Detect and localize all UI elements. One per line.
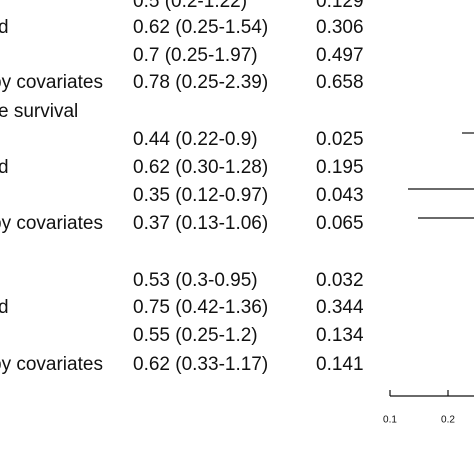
estimate: 0.7 (0.25-1.97) bbox=[133, 45, 258, 66]
estimate: 0.35 (0.12-0.97) bbox=[133, 185, 268, 206]
p-value: 0.658 bbox=[316, 72, 364, 93]
row-label: by covariates bbox=[0, 213, 103, 234]
p-value: 0.344 bbox=[316, 297, 364, 318]
p-value: 0.032 bbox=[316, 270, 364, 291]
estimate: 0.62 (0.25-1.54) bbox=[133, 17, 268, 38]
estimate: 0.5 (0.2-1.22) bbox=[133, 0, 247, 12]
p-value: 0.065 bbox=[316, 213, 364, 234]
row-label: d bbox=[0, 17, 9, 38]
row-label: d bbox=[0, 157, 9, 178]
section-label: e survival bbox=[0, 101, 78, 122]
estimate: 0.53 (0.3-0.95) bbox=[133, 270, 258, 291]
row-label: by covariates bbox=[0, 72, 103, 93]
p-value: 0.497 bbox=[316, 45, 364, 66]
estimate: 0.62 (0.33-1.17) bbox=[133, 354, 268, 375]
row-label: d bbox=[0, 297, 9, 318]
estimate: 0.78 (0.25-2.39) bbox=[133, 72, 268, 93]
estimate: 0.75 (0.42-1.36) bbox=[133, 297, 268, 318]
p-value: 0.141 bbox=[316, 354, 364, 375]
p-value: 0.025 bbox=[316, 129, 364, 150]
estimate: 0.37 (0.13-1.06) bbox=[133, 213, 268, 234]
p-value: 0.134 bbox=[316, 325, 364, 346]
estimate: 0.55 (0.25-1.2) bbox=[133, 325, 258, 346]
p-value: 0.043 bbox=[316, 185, 364, 206]
axis-tick-label: 0.2 bbox=[441, 415, 455, 426]
estimate: 0.44 (0.22-0.9) bbox=[133, 129, 258, 150]
axis-tick-label: 0.1 bbox=[383, 415, 397, 426]
row-label: by covariates bbox=[0, 354, 103, 375]
p-value: 0.306 bbox=[316, 17, 364, 38]
p-value: 0.129 bbox=[316, 0, 364, 12]
estimate: 0.62 (0.30-1.28) bbox=[133, 157, 268, 178]
p-value: 0.195 bbox=[316, 157, 364, 178]
